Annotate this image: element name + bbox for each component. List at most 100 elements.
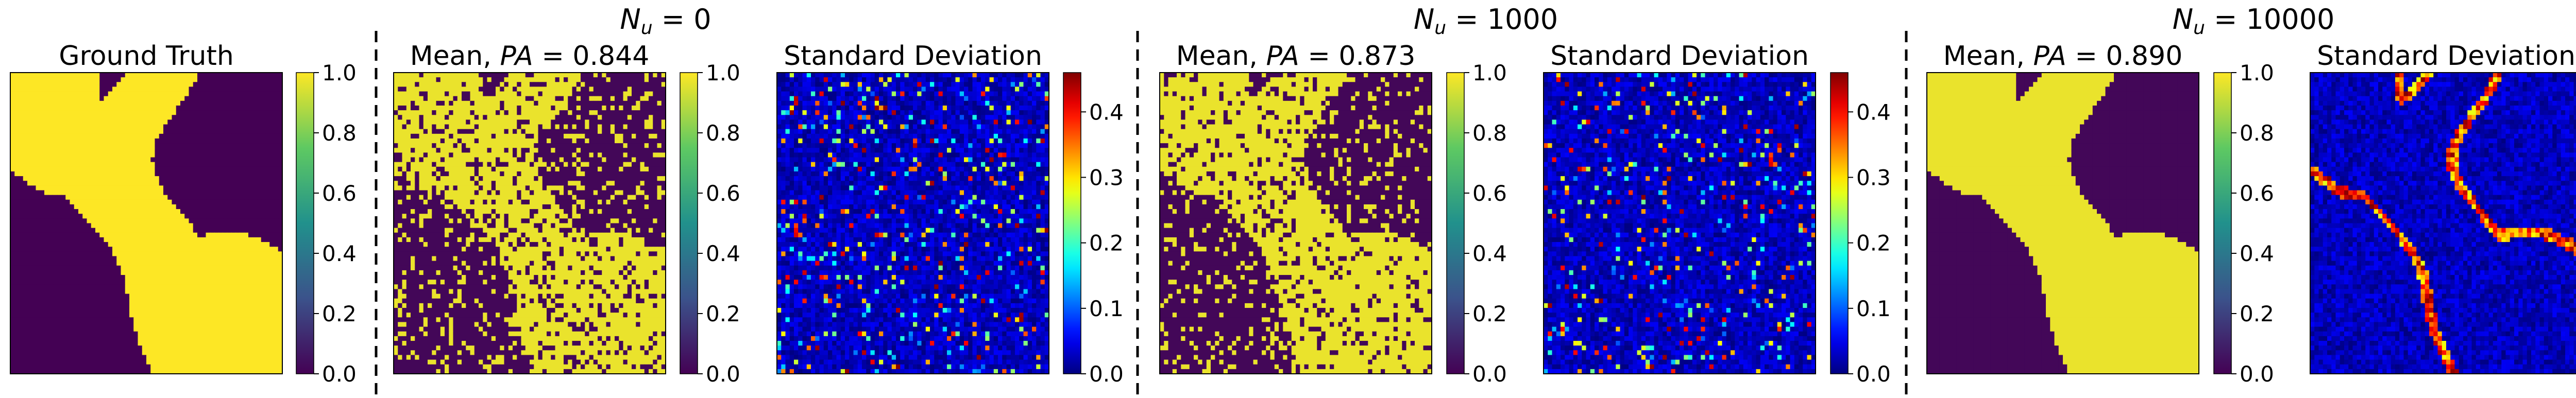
- heatmap-cell: [155, 350, 160, 355]
- heatmap-cell: [14, 322, 19, 327]
- heatmap-cell: [214, 247, 219, 252]
- heatmap-cell: [189, 191, 194, 196]
- heatmap-cell: [248, 191, 253, 196]
- heatmap-cell: [172, 251, 177, 256]
- heatmap-cell: [142, 218, 147, 223]
- heatmap-cell: [500, 92, 504, 97]
- heatmap-cell: [210, 191, 215, 196]
- heatmap-cell: [500, 73, 504, 78]
- heatmap-cell: [543, 110, 547, 115]
- heatmap-cell: [572, 73, 577, 78]
- heatmap-cell: [231, 341, 236, 346]
- heatmap-cell: [129, 350, 134, 355]
- heatmap-cell: [218, 223, 223, 229]
- heatmap-cell: [218, 162, 223, 167]
- heatmap-cell: [496, 101, 500, 106]
- heatmap-cell: [138, 171, 143, 177]
- heatmap-cell: [91, 129, 96, 134]
- heatmap-cell: [27, 148, 32, 153]
- heatmap-cell: [274, 110, 279, 115]
- heatmap-cell: [534, 73, 538, 78]
- heatmap-cell: [53, 143, 58, 148]
- heatmap-cell: [78, 152, 83, 158]
- heatmap-cell: [150, 256, 155, 261]
- heatmap-cell: [176, 317, 181, 322]
- heatmap-cell: [492, 82, 496, 87]
- heatmap-cell: [19, 129, 24, 134]
- heatmap-cell: [95, 119, 100, 125]
- heatmap-cell: [48, 360, 53, 365]
- heatmap-cell: [23, 129, 28, 134]
- heatmap-cell: [40, 195, 45, 200]
- heatmap-cell: [133, 185, 138, 191]
- heatmap-cell: [91, 143, 96, 148]
- heatmap-cell: [108, 171, 113, 177]
- heatmap-cell: [10, 152, 15, 158]
- heatmap-cell: [210, 332, 215, 337]
- heatmap-cell: [65, 266, 70, 271]
- heatmap-cell: [201, 158, 206, 163]
- heatmap-cell: [223, 365, 228, 370]
- heatmap-cell: [248, 261, 253, 266]
- heatmap-cell: [99, 167, 104, 172]
- heatmap-cell: [504, 125, 509, 130]
- heatmap-cell: [167, 110, 172, 115]
- heatmap-cell: [19, 313, 24, 318]
- heatmap-cell: [125, 270, 130, 275]
- heatmap-cell: [146, 261, 151, 266]
- heatmap-cell: [40, 167, 45, 172]
- heatmap-cell: [36, 266, 41, 271]
- heatmap-cell: [125, 167, 130, 172]
- heatmap-cell: [252, 299, 257, 304]
- heatmap-cell: [95, 280, 100, 285]
- heatmap-cell: [462, 86, 466, 92]
- heatmap-cell: [150, 233, 155, 238]
- heatmap-cell: [138, 209, 143, 214]
- heatmap-cell: [163, 181, 168, 186]
- heatmap-cell: [606, 82, 611, 87]
- heatmap-cell: [40, 204, 45, 210]
- heatmap-cell: [167, 261, 172, 266]
- heatmap-cell: [265, 251, 270, 256]
- heatmap-cell: [146, 148, 151, 153]
- heatmap-cell: [142, 284, 147, 289]
- heatmap-cell: [82, 191, 87, 196]
- heatmap-cell: [214, 167, 219, 172]
- heatmap-cell: [78, 313, 83, 318]
- heatmap-cell: [218, 152, 223, 158]
- heatmap-cell: [167, 247, 172, 252]
- heatmap-cell: [184, 195, 189, 200]
- heatmap-cell: [150, 185, 155, 191]
- heatmap-cell: [180, 266, 185, 271]
- heatmap-cell: [269, 204, 274, 210]
- heatmap-cell: [235, 162, 240, 167]
- heatmap-cell: [138, 289, 143, 294]
- heatmap-cell: [87, 275, 92, 280]
- heatmap-cell: [87, 181, 92, 186]
- heatmap-cell: [146, 317, 151, 322]
- heatmap-cell: [218, 101, 223, 106]
- heatmap-cell: [261, 247, 266, 252]
- heatmap-cell: [40, 345, 45, 351]
- heatmap-cell: [138, 115, 143, 120]
- heatmap-cell: [133, 214, 138, 219]
- heatmap-cell: [248, 73, 253, 78]
- heatmap-cell: [70, 119, 75, 125]
- heatmap-cell: [269, 134, 274, 139]
- heatmap-cell: [269, 332, 274, 337]
- heatmap-cell: [61, 158, 66, 163]
- heatmap-cell: [244, 129, 249, 134]
- heatmap-cell: [269, 223, 274, 229]
- heatmap-cell: [65, 327, 70, 332]
- heatmap-cell: [218, 110, 223, 115]
- heatmap-cell: [274, 341, 279, 346]
- heatmap-cell: [274, 237, 279, 243]
- heatmap-cell: [193, 86, 198, 92]
- heatmap-cell: [116, 355, 121, 360]
- heatmap-cell: [142, 148, 147, 153]
- heatmap-cell: [509, 73, 513, 78]
- heatmap-cell: [82, 176, 87, 181]
- heatmap-cell: [138, 303, 143, 308]
- heatmap-cell: [53, 303, 58, 308]
- heatmap-cell: [112, 214, 117, 219]
